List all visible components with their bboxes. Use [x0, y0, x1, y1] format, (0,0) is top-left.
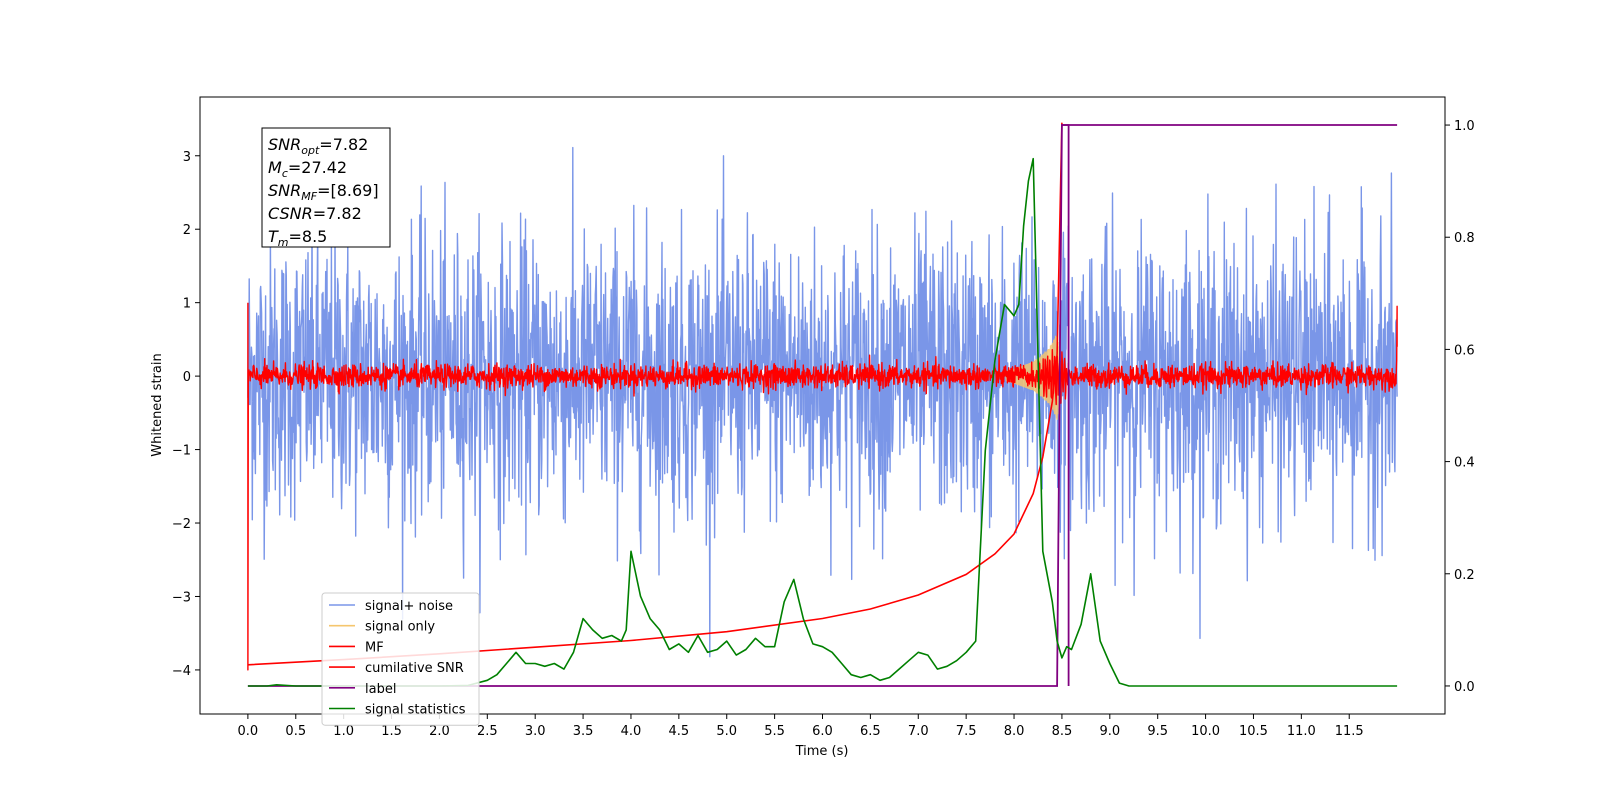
annotation-line: SNRopt=7.82	[268, 135, 368, 157]
x-tick-label: 11.5	[1335, 724, 1364, 739]
x-tick-label: 3.5	[573, 724, 594, 739]
annotation-line: SNRMF=[8.69]	[268, 181, 379, 203]
x-axis: 0.0 0.5 1.0 1.5 2.0 2.5 3.0 3.5 4.0 4.5 5.0 5.5 6.0 6…	[238, 714, 1364, 739]
y-tick-label: 0	[183, 370, 191, 385]
legend-entry-label: signal only	[365, 620, 435, 635]
y2-tick-label: 0.0	[1454, 680, 1475, 695]
legend: signal+ noise signal only MF cumilative SNR…	[321, 592, 480, 726]
y-axis-left: 3 2 1 0 −1 −2 −3 −4	[172, 150, 200, 679]
x-tick-label: 3.0	[525, 724, 546, 739]
x-tick-label: 8.5	[1052, 724, 1073, 739]
x-tick-label: 6.5	[860, 724, 881, 739]
legend-frame	[321, 592, 480, 726]
x-tick-label: 5.5	[764, 724, 785, 739]
x-tick-label: 0.0	[238, 724, 259, 739]
y-axis-title: Whitened strain	[150, 353, 165, 456]
y2-tick-label: 1.0	[1454, 119, 1475, 134]
legend-entry-label: cumilative SNR	[365, 661, 464, 676]
x-tick-label: 9.5	[1147, 724, 1168, 739]
x-tick-label: 7.0	[908, 724, 929, 739]
legend-entry-label: signal statistics	[365, 703, 466, 718]
y-tick-label: −2	[172, 517, 191, 532]
x-axis-title: Time (s)	[795, 744, 849, 759]
x-tick-label: 8.0	[1004, 724, 1025, 739]
x-tick-label: 2.0	[429, 724, 450, 739]
x-tick-label: 0.5	[285, 724, 306, 739]
annotation-line: Tm=8.5	[268, 227, 327, 249]
annotation-frame	[261, 127, 391, 248]
series-layer	[247, 122, 1398, 687]
series-cumulative-snr-line	[247, 122, 1063, 666]
y-tick-label: 3	[183, 150, 191, 165]
legend-entry-label: label	[365, 682, 396, 697]
y-axis-right: 1.0 0.8 0.6 0.4 0.2 0.0	[1445, 119, 1475, 695]
series-signal-noise-line	[247, 146, 1398, 658]
x-tick-label: 11.0	[1287, 724, 1316, 739]
x-tick-label: 5.0	[716, 724, 737, 739]
y2-tick-label: 0.6	[1454, 343, 1475, 358]
y2-tick-label: 0.2	[1454, 568, 1475, 583]
x-tick-label: 1.5	[381, 724, 402, 739]
series-label-line-drop	[1061, 124, 1070, 686]
annotation-line: Mc=27.42	[268, 158, 347, 180]
y-tick-label: −1	[172, 444, 191, 459]
legend-entry-label: signal+ noise	[365, 599, 453, 614]
x-tick-label: 10.5	[1239, 724, 1268, 739]
series-signal-statistics-line	[247, 157, 1398, 687]
x-tick-label: 4.5	[669, 724, 690, 739]
x-tick-label: 1.0	[333, 724, 354, 739]
annotation-line: CSNR=7.82	[268, 204, 362, 223]
legend-entry-label: MF	[365, 640, 384, 655]
x-tick-label: 7.5	[956, 724, 977, 739]
x-tick-label: 2.5	[477, 724, 498, 739]
x-tick-label: 10.0	[1191, 724, 1220, 739]
y-tick-label: −4	[172, 664, 191, 679]
y-tick-label: 1	[183, 297, 191, 312]
y-tick-label: 2	[183, 223, 191, 238]
annotation-box: SNRopt=7.82Mc=27.42SNRMF=[8.69]CSNR=7.82…	[261, 127, 391, 249]
y2-tick-label: 0.8	[1454, 231, 1475, 246]
series-mf-line	[247, 302, 1398, 671]
x-tick-label: 9.0	[1099, 724, 1120, 739]
y2-tick-label: 0.4	[1454, 456, 1475, 471]
x-tick-label: 6.0	[812, 724, 833, 739]
x-tick-label: 4.0	[621, 724, 642, 739]
y-tick-label: −3	[172, 590, 191, 605]
